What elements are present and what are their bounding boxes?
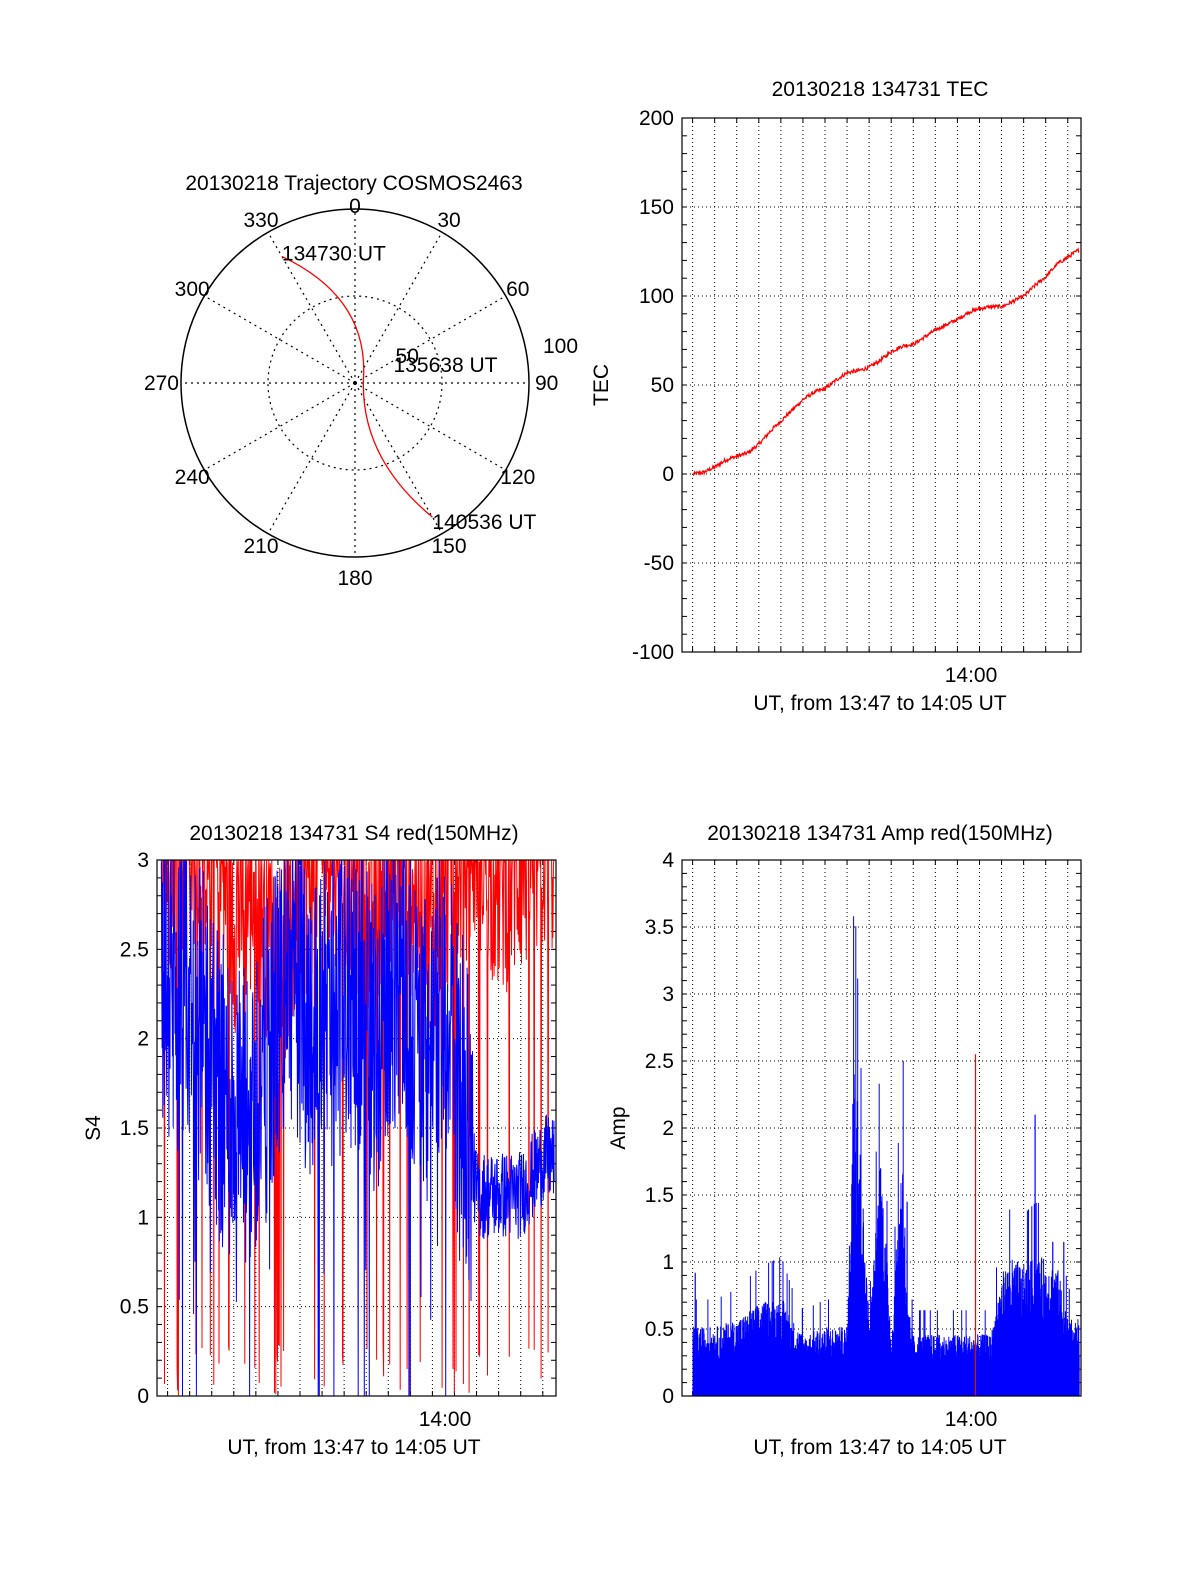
polar-spoke — [204, 295, 356, 384]
s4-ytick-label: 1 — [137, 1206, 149, 1229]
polar-ring-label: 100 — [543, 335, 578, 358]
s4-ytick-label: 0.5 — [120, 1296, 149, 1319]
tec-plot: -100 -50 0 50 100 150 200 — [632, 107, 1082, 664]
tec-ytick-label: 150 — [639, 196, 674, 219]
s4-title: 20130218 134731 S4 red(150MHz) — [189, 822, 518, 845]
amp-plot-frame — [681, 859, 1082, 1397]
polar-angle-label: 90 — [535, 372, 558, 395]
tec-ylabel: TEC — [590, 364, 613, 406]
polar-inner-ring — [267, 295, 443, 471]
amp-ytick-label: 1 — [662, 1251, 674, 1274]
amp-ytick-label: 4 — [662, 849, 674, 872]
polar-angle-label: 180 — [337, 567, 372, 590]
s4-plot: 0 0.5 1 1.5 2 2.5 3 — [120, 849, 557, 1408]
s4-ytick-label: 3 — [137, 849, 149, 872]
amp-ytick-label: 3 — [662, 983, 674, 1006]
tec-ytick-label: -50 — [644, 552, 674, 575]
polar-spoke — [204, 382, 356, 471]
polar-title: 20130218 Trajectory COSMOS2463 — [185, 172, 522, 195]
tec-ytick-label: 200 — [639, 107, 674, 130]
amp-series-blue — [692, 916, 1080, 1396]
amp-ytick-label: 3.5 — [645, 916, 674, 939]
polar-ring-label: 50 — [396, 345, 419, 368]
amp-ytick-label: 2 — [662, 1117, 674, 1140]
polar-angle-label: 300 — [175, 278, 210, 301]
amp-title: 20130218 134731 Amp red(150MHz) — [707, 822, 1053, 845]
s4-ytick-label: 1.5 — [120, 1117, 149, 1140]
amp-ylabel: Amp — [607, 1106, 630, 1149]
amp-ytick-label: 0.5 — [645, 1318, 674, 1341]
tec-ytick-label: 50 — [651, 374, 674, 397]
polar-angle-label: 240 — [175, 466, 210, 489]
s4-ylabel: S4 — [82, 1115, 105, 1141]
tec-title: 20130218 134731 TEC — [772, 78, 989, 101]
polar-spoke — [267, 232, 356, 384]
s4-ytick-label: 2 — [137, 1028, 149, 1051]
polar-angle-label: 30 — [437, 209, 460, 232]
amp-ytick-label: 0 — [662, 1385, 674, 1408]
polar-angle-label: 150 — [431, 535, 466, 558]
polar-outer-ring — [180, 208, 530, 558]
polar-spoke — [354, 382, 443, 534]
polar-angle-label: 0 — [349, 195, 361, 218]
polar-plot: 0 30 60 90 120 150 180 210 240 270 300 330 50 100 1347… — [144, 195, 578, 590]
polar-trajectory-line — [281, 255, 433, 518]
polar-spoke — [354, 232, 443, 384]
polar-spoke — [354, 382, 506, 471]
tec-series-line — [692, 247, 1080, 477]
polar-point-label: 134730 UT — [282, 242, 386, 265]
polar-point-label: 140536 UT — [432, 511, 536, 534]
tec-xtick-label: 14:00 — [945, 664, 998, 687]
polar-spoke — [267, 382, 356, 534]
s4-ytick-label: 2.5 — [120, 938, 149, 961]
s4-ytick-label: 0 — [137, 1385, 149, 1408]
s4-xtick-label: 14:00 — [419, 1408, 472, 1431]
polar-angle-label: 330 — [243, 209, 278, 232]
tec-ytick-label: -100 — [632, 641, 674, 664]
s4-xlabel: UT, from 13:47 to 14:05 UT — [227, 1436, 480, 1459]
tec-plot-frame — [681, 117, 1082, 653]
amp-xlabel: UT, from 13:47 to 14:05 UT — [753, 1436, 1006, 1459]
amp-ytick-label: 1.5 — [645, 1184, 674, 1207]
polar-angle-label: 120 — [500, 466, 535, 489]
tec-xlabel: UT, from 13:47 to 14:05 UT — [753, 692, 1006, 715]
s4-plot-frame — [156, 859, 557, 1397]
polar-point-label: 135638 UT — [394, 354, 498, 377]
amp-ytick-label: 2.5 — [645, 1050, 674, 1073]
polar-angle-label: 270 — [144, 372, 179, 395]
tec-ytick-label: 0 — [662, 463, 674, 486]
polar-angle-label: 210 — [243, 535, 278, 558]
amp-xtick-label: 14:00 — [945, 1408, 998, 1431]
polar-spoke — [354, 295, 506, 384]
s4-series-blue — [160, 859, 555, 1397]
polar-angle-label: 60 — [506, 278, 529, 301]
tec-ytick-label: 100 — [639, 285, 674, 308]
amp-plot: 0 0.5 1 1.5 2 2.5 3 3.5 4 — [645, 849, 1082, 1408]
